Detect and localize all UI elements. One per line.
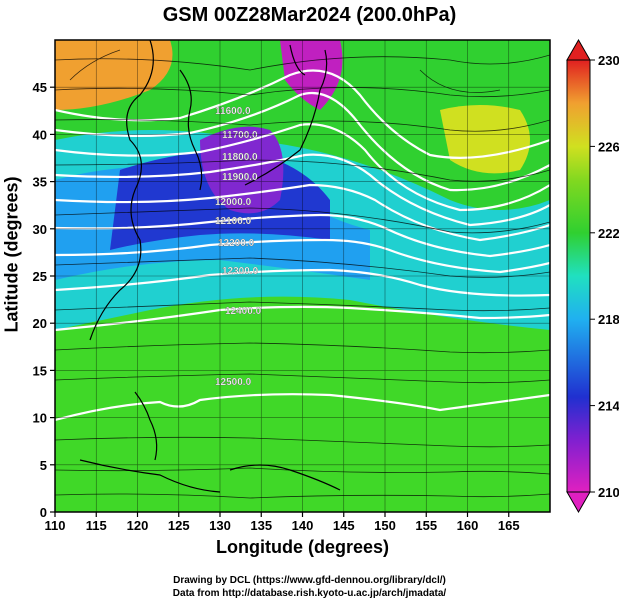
x-tick-label: 135 (250, 518, 272, 533)
colorbar-top-arrow (566, 38, 591, 61)
colorbar-tick-label: 226 (598, 139, 619, 154)
colorbar-tick-label: 210 (598, 485, 619, 500)
y-tick-label: 15 (33, 363, 47, 378)
grid-lines (54, 40, 550, 513)
contour-label: 11600.0 (215, 106, 251, 117)
contour-label: 12400.0 (225, 306, 262, 317)
contour-label: 12200.0 (218, 238, 255, 249)
x-tick-label: 140 (292, 518, 314, 533)
y-tick-label: 45 (33, 80, 47, 95)
x-axis: 110 115 120 125 130 135 140 145 150 155 160 165 (45, 512, 520, 533)
y-axis-label: Latitude (degrees) (1, 176, 22, 333)
x-tick-label: 145 (333, 518, 355, 533)
colorbar-tick-label: 230 (598, 53, 619, 68)
y-tick-label: 0 (40, 505, 47, 520)
contour-label: 12000.0 (215, 197, 252, 208)
chart-title: GSM 00Z28Mar2024 (200.0hPa) (162, 4, 457, 26)
x-tick-label: 150 (374, 518, 396, 533)
x-tick-label: 125 (168, 518, 190, 533)
contour-label: 11900.0 (222, 172, 258, 183)
x-axis-label: Longitude (degrees) (215, 537, 389, 557)
x-tick-label: 130 (209, 518, 231, 533)
y-tick-label: 30 (33, 222, 47, 237)
x-tick-label: 115 (86, 518, 107, 533)
y-tick-label: 25 (33, 269, 47, 284)
y-tick-label: 40 (33, 127, 47, 142)
contour-label: 11700.0 (222, 130, 258, 141)
contour-label: 12100.0 (215, 216, 252, 227)
colorbar-tick-label: 214 (598, 399, 619, 414)
x-tick-label: 165 (498, 518, 520, 533)
colorbar-tick-label: 218 (598, 312, 619, 327)
y-tick-label: 20 (33, 316, 47, 331)
y-tick-label: 10 (33, 411, 47, 426)
y-tick-label: 35 (33, 175, 47, 190)
y-tick-label: 5 (40, 458, 47, 473)
height-contours (55, 69, 550, 422)
contour-label: 12500.0 (215, 377, 252, 388)
colorbar-tick-label: 222 (598, 226, 619, 241)
credit-dcl: Drawing by DCL (https://www.gfd-dennou.o… (173, 575, 446, 586)
colorbar: 230 226 222 218 214 210 (566, 38, 619, 514)
x-tick-label: 160 (457, 518, 479, 533)
colorbar-bottom-arrow (566, 491, 591, 514)
y-axis: 0 5 10 15 20 25 30 35 40 45 (33, 80, 55, 520)
contour-label: 12300.0 (222, 266, 259, 277)
x-tick-label: 155 (415, 518, 437, 533)
x-tick-label: 120 (127, 518, 149, 533)
wind-streamlines (55, 49, 550, 499)
x-tick-label: 110 (45, 518, 66, 533)
contour-labels: 11600.0 11700.0 11800.0 11900.0 12000.0 … (215, 106, 262, 388)
colorbar-bar (566, 59, 591, 493)
contour-label: 11800.0 (222, 152, 258, 163)
credit-data-source: Data from http://database.rish.kyoto-u.a… (172, 588, 447, 599)
